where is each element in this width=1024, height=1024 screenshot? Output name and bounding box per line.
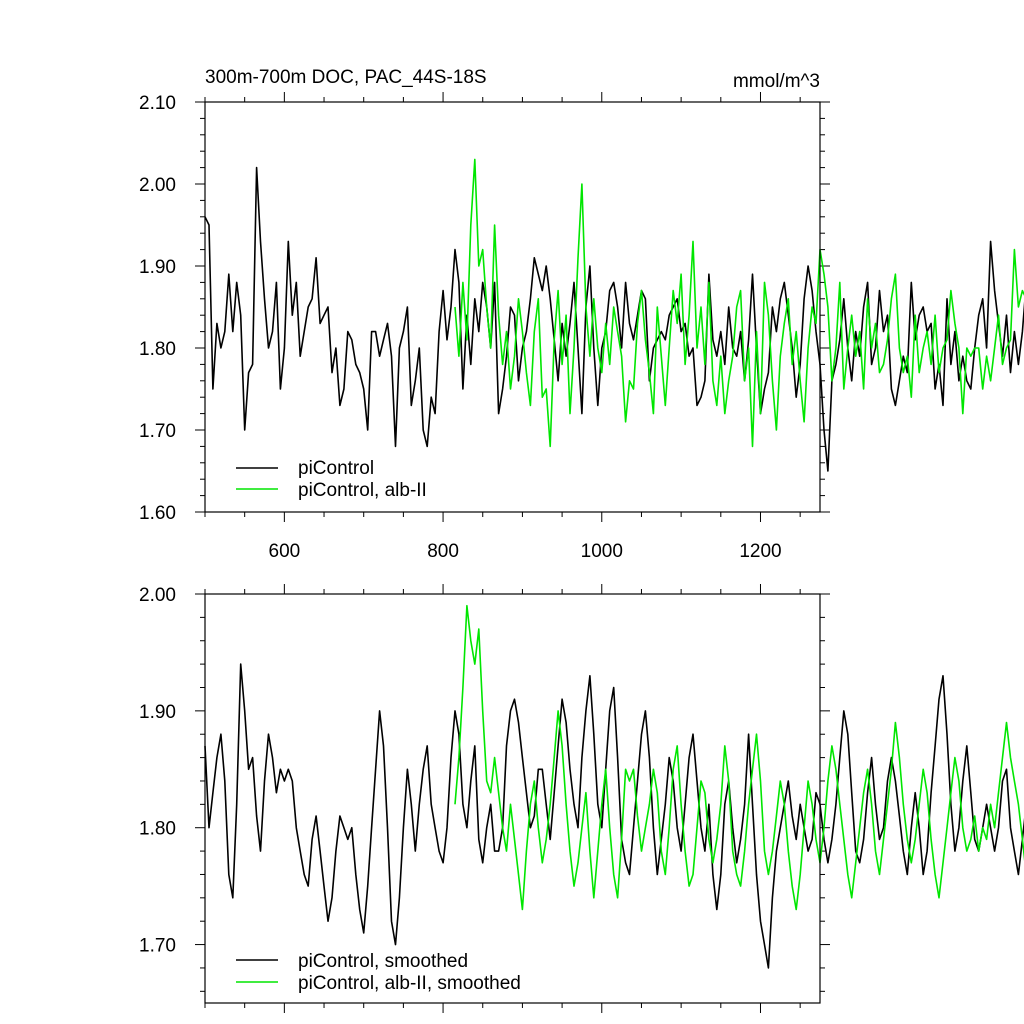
bottom-legend: piControl, smoothed piControl, alb-II, s… bbox=[236, 951, 521, 994]
top-series-picontrol bbox=[204, 166, 1024, 472]
legend-label-alb-ii-smoothed: piControl, alb-II, smoothed bbox=[298, 973, 521, 994]
top-series-picontrol-alb-ii bbox=[454, 158, 1024, 448]
bottom-series-picontrol-alb-ii-smoothed bbox=[454, 604, 1024, 911]
top-axis-ticks bbox=[195, 92, 830, 522]
unit-label: mmol/m^3 bbox=[733, 71, 820, 92]
y-tick-label: 1.80 bbox=[139, 819, 176, 840]
bottom-plot-frame bbox=[204, 593, 821, 1004]
chart-top: 300m-700m DOC, PAC_44S-18S mmol/m^3 1.60… bbox=[139, 67, 1024, 562]
y-tick-label: 1.90 bbox=[139, 257, 176, 278]
top-series-group bbox=[204, 158, 1024, 472]
top-plot-frame bbox=[204, 101, 821, 513]
bottom-series-group bbox=[204, 604, 1024, 969]
x-tick-label: 1200 bbox=[739, 541, 781, 562]
x-tick-label: 600 bbox=[269, 541, 301, 562]
y-tick-label: 1.90 bbox=[139, 702, 176, 723]
chart-bottom: 1.70 1.80 1.90 2.00 piControl, smoothed piC… bbox=[139, 584, 1024, 1013]
legend-label-picontrol-smoothed: piControl, smoothed bbox=[298, 951, 468, 972]
y-tick-label: 2.10 bbox=[139, 93, 176, 114]
bottom-axis-ticks bbox=[195, 584, 830, 1013]
legend-label-alb-ii: piControl, alb-II bbox=[298, 480, 427, 501]
x-tick-label: 800 bbox=[427, 541, 459, 562]
top-legend: piControl piControl, alb-II bbox=[236, 458, 427, 501]
x-tick-label: 1000 bbox=[581, 541, 623, 562]
bottom-series-picontrol-smoothed bbox=[204, 663, 1024, 969]
y-tick-label: 1.60 bbox=[139, 503, 176, 524]
bottom-y-tick-labels: 1.70 1.80 1.90 2.00 bbox=[139, 585, 176, 957]
y-tick-label: 2.00 bbox=[139, 175, 176, 196]
y-tick-label: 1.70 bbox=[139, 421, 176, 442]
top-x-tick-labels: 600 800 1000 1200 bbox=[269, 541, 782, 562]
y-tick-label: 1.80 bbox=[139, 339, 176, 360]
y-tick-label: 2.00 bbox=[139, 585, 176, 606]
legend-label-picontrol: piControl bbox=[298, 458, 374, 479]
top-y-tick-labels: 1.60 1.70 1.80 1.90 2.00 2.10 bbox=[139, 93, 176, 524]
chart-title: 300m-700m DOC, PAC_44S-18S bbox=[205, 67, 487, 88]
y-tick-label: 1.70 bbox=[139, 936, 176, 957]
